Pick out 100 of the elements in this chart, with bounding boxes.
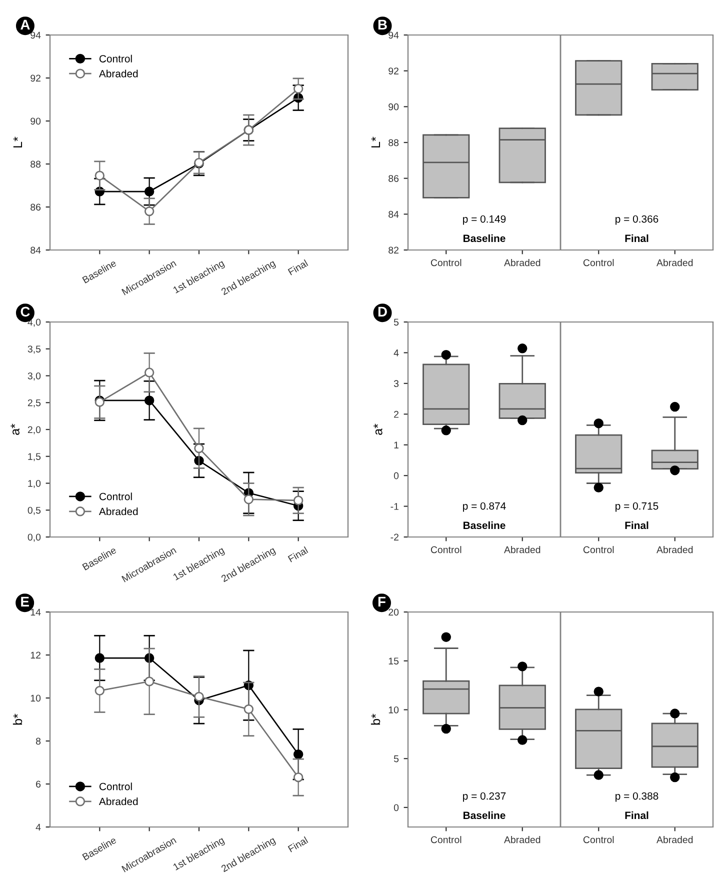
annotation: p = 0.874 — [463, 502, 506, 512]
point — [144, 206, 154, 216]
point — [144, 186, 154, 196]
x-tick-label: Control — [583, 259, 614, 266]
y-tick-label: 14 — [30, 608, 41, 616]
y-tick-label: 2,5 — [28, 399, 41, 408]
y-tick-label: 0,5 — [28, 506, 41, 515]
y-tick-label: 90 — [388, 103, 399, 110]
y-tick-label: 84 — [388, 210, 399, 218]
annotation: Baseline — [464, 234, 506, 242]
x-tick-label: Abraded — [656, 836, 693, 844]
y-axis-title: L* — [371, 136, 380, 148]
y-tick-label: 4 — [394, 350, 399, 356]
legend-label: Abraded — [98, 70, 138, 78]
x-tick-label: Control — [430, 546, 462, 554]
annotation: Final — [625, 811, 648, 820]
point — [94, 170, 105, 180]
y-tick-label: 12 — [30, 652, 40, 659]
x-tick-label: Abraded — [504, 259, 540, 266]
point — [293, 772, 304, 782]
x-tick-label: Final — [288, 546, 308, 562]
legend-label: Abraded — [98, 508, 138, 516]
legend-label: Control — [99, 54, 132, 62]
annotation: Final — [625, 521, 648, 530]
annotation: Baseline — [464, 521, 506, 530]
legend-label: Control — [99, 782, 132, 790]
y-axis-title: a* — [10, 424, 20, 435]
y-tick-label: 92 — [30, 74, 40, 82]
annotation: p = 0.366 — [616, 215, 658, 225]
y-tick-label: 92 — [388, 68, 398, 74]
chart-title: E — [21, 596, 29, 606]
x-tick-label: Abraded — [656, 259, 693, 266]
annotation: p = 0.715 — [616, 502, 658, 512]
y-tick-label: 3,5 — [28, 346, 41, 354]
y-tick-label: 8 — [36, 738, 41, 745]
y-axis-title: L* — [13, 136, 22, 148]
y-tick-label: 4 — [36, 824, 41, 831]
x-tick-label: Control — [430, 836, 462, 844]
x-tick-label: Final — [288, 836, 308, 852]
y-tick-label: 10 — [388, 706, 399, 714]
y-tick-label: 1 — [394, 442, 398, 448]
y-tick-label: 20 — [388, 608, 399, 616]
point — [144, 676, 154, 686]
annotation: p = 0.388 — [616, 792, 658, 802]
y-axis-title: b* — [12, 714, 22, 725]
y-tick-label: 0,0 — [28, 534, 41, 542]
y-tick-label: 5 — [394, 755, 399, 762]
point — [144, 368, 154, 378]
point — [293, 496, 304, 506]
y-tick-label: -1 — [390, 503, 398, 510]
chart-title: F — [378, 596, 386, 606]
y-tick-label: 86 — [388, 175, 399, 182]
point — [293, 84, 304, 94]
point — [244, 494, 254, 504]
y-axis-title: a* — [374, 424, 382, 435]
y-tick-label: 2 — [394, 410, 398, 418]
point — [144, 396, 154, 406]
point — [194, 692, 204, 702]
x-tick-label: Abraded — [504, 546, 540, 554]
y-tick-label: 94 — [388, 32, 399, 39]
chart-title: B — [378, 20, 387, 30]
chart-title: D — [378, 306, 387, 316]
point — [293, 749, 304, 760]
y-tick-label: -2 — [390, 534, 398, 541]
point — [194, 443, 204, 454]
point — [244, 704, 254, 714]
y-tick-label: 1,0 — [28, 480, 41, 488]
y-tick-label: 90 — [30, 118, 41, 125]
y-tick-label: 94 — [30, 32, 41, 39]
legend-label: Abraded — [98, 798, 138, 806]
y-tick-label: 15 — [388, 658, 399, 664]
point — [94, 686, 105, 696]
y-tick-label: 6 — [36, 780, 41, 788]
y-tick-label: 82 — [388, 246, 398, 254]
y-tick-label: 88 — [30, 160, 41, 168]
annotation: Final — [625, 234, 648, 242]
x-tick-label: Abraded — [504, 836, 540, 844]
x-tick-label: Control — [583, 836, 614, 844]
y-axis-title: b* — [370, 714, 380, 725]
y-tick-label: 88 — [388, 139, 399, 146]
legend-label: Control — [99, 492, 132, 500]
y-tick-label: 3,0 — [28, 372, 41, 381]
x-tick-label: Control — [430, 259, 462, 266]
chart-title: C — [20, 306, 30, 317]
y-tick-label: 0 — [394, 472, 399, 480]
x-tick-label: Abraded — [656, 546, 693, 554]
x-tick-label: Control — [583, 546, 614, 554]
y-tick-label: 5 — [394, 318, 399, 326]
annotation: Baseline — [464, 811, 506, 820]
y-tick-label: 86 — [30, 204, 41, 211]
annotation: p = 0.237 — [463, 792, 506, 802]
chart-title: A — [20, 20, 30, 30]
y-tick-label: 1,5 — [28, 453, 41, 462]
point — [94, 653, 105, 663]
y-tick-label: 10 — [30, 694, 41, 702]
y-tick-label: 84 — [30, 246, 41, 254]
y-tick-label: 0 — [394, 804, 399, 812]
y-tick-label: 2,0 — [28, 426, 41, 434]
x-tick-label: Final — [288, 259, 308, 276]
annotation: p = 0.149 — [463, 215, 506, 225]
